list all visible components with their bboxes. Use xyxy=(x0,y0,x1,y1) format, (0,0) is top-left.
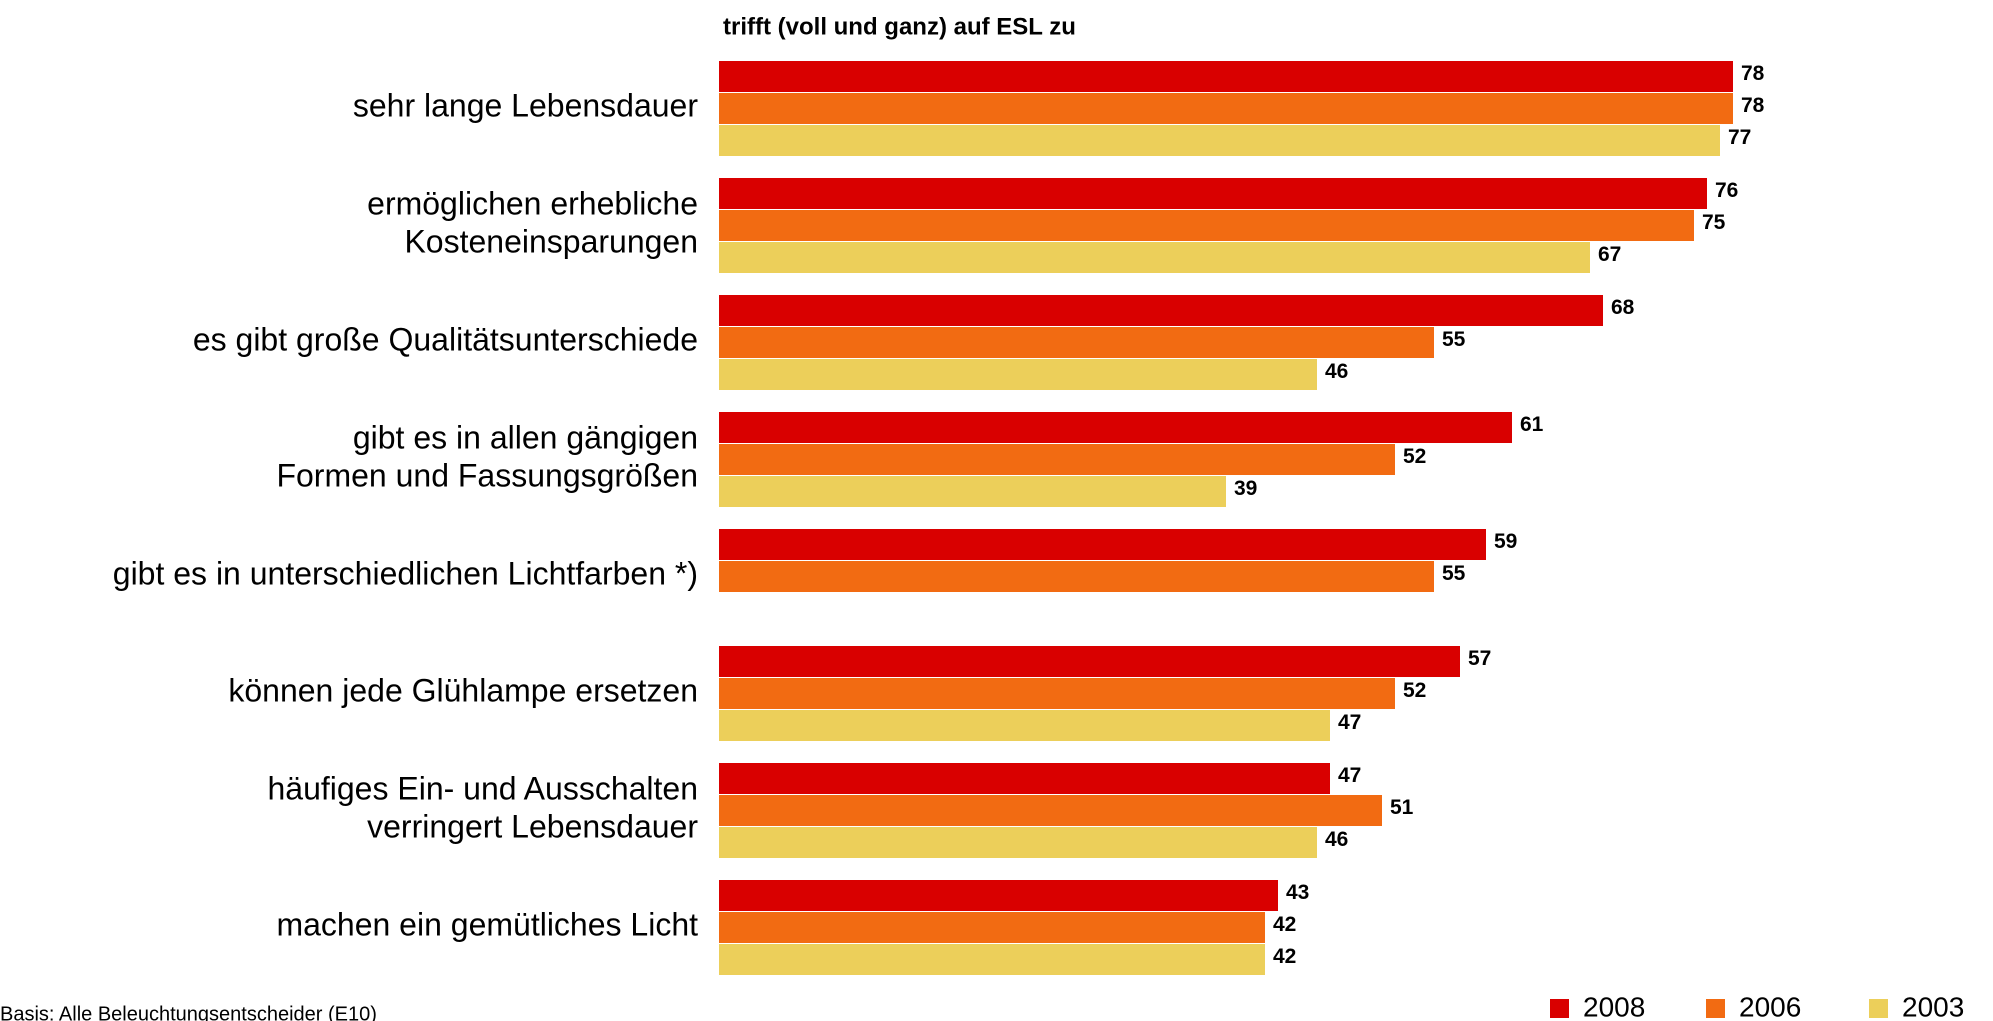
category-label: häufiges Ein- und Ausschalten verringert … xyxy=(267,771,698,845)
bar xyxy=(719,178,1707,209)
bar xyxy=(719,912,1265,943)
value-label: 77 xyxy=(1728,126,1751,149)
category-label: können jede Glühlampe ersetzen xyxy=(228,673,698,709)
value-label: 39 xyxy=(1234,477,1257,500)
value-label: 51 xyxy=(1390,796,1414,819)
bar xyxy=(719,327,1434,358)
value-label: 43 xyxy=(1286,881,1309,904)
value-label: 42 xyxy=(1273,945,1296,968)
category-label: gibt es in unterschiedlichen Lichtfarben… xyxy=(113,556,698,592)
bar xyxy=(719,295,1603,326)
value-label: 46 xyxy=(1325,360,1348,383)
bar xyxy=(719,61,1733,92)
category-label: ermöglichen erhebliche Kosteneinsparungen xyxy=(367,186,698,260)
legend-swatch xyxy=(1706,999,1725,1018)
note: Basis: Alle Beleuchtungsentscheider (E10… xyxy=(0,1003,377,1021)
value-label: 75 xyxy=(1702,211,1726,234)
bar xyxy=(719,476,1226,507)
bar xyxy=(719,125,1720,156)
legend-swatch xyxy=(1550,999,1569,1018)
value-label: 61 xyxy=(1520,413,1544,436)
category-label: machen ein gemütliches Licht xyxy=(276,907,698,943)
legend-label: 2006 xyxy=(1739,991,1801,1021)
value-label: 78 xyxy=(1741,94,1765,117)
value-label: 47 xyxy=(1338,711,1361,734)
value-label: 57 xyxy=(1468,647,1491,670)
value-label: 55 xyxy=(1442,562,1466,585)
value-label: 46 xyxy=(1325,828,1348,851)
category-label: sehr lange Lebensdauer xyxy=(353,88,699,124)
value-label: 76 xyxy=(1715,179,1738,202)
bar xyxy=(719,412,1512,443)
bar xyxy=(719,944,1265,975)
bar xyxy=(719,359,1317,390)
value-label: 52 xyxy=(1403,445,1426,468)
bar xyxy=(719,795,1382,826)
value-label: 42 xyxy=(1273,913,1296,936)
bar xyxy=(719,763,1330,794)
legend-swatch xyxy=(1869,999,1888,1018)
category-label: es gibt große Qualitätsunterschiede xyxy=(193,322,698,358)
bar xyxy=(719,561,1434,592)
bar xyxy=(719,444,1395,475)
bar xyxy=(719,210,1694,241)
bar xyxy=(719,678,1395,709)
bar xyxy=(719,827,1317,858)
legend-label: 2003 xyxy=(1902,991,1964,1021)
bar xyxy=(719,646,1460,677)
chart-title: trifft (voll und ganz) auf ESL zu xyxy=(723,13,1076,40)
bar xyxy=(719,880,1278,911)
value-label: 78 xyxy=(1741,62,1765,85)
bar xyxy=(719,242,1590,273)
bar xyxy=(719,93,1733,124)
value-label: 59 xyxy=(1494,530,1517,553)
bar xyxy=(719,529,1486,560)
legend-label: 2008 xyxy=(1583,991,1645,1021)
category-label: gibt es in allen gängigen Formen und Fass… xyxy=(276,420,698,494)
value-label: 55 xyxy=(1442,328,1466,351)
value-label: 68 xyxy=(1611,296,1635,319)
value-label: 47 xyxy=(1338,764,1361,787)
bar xyxy=(719,710,1330,741)
value-label: 67 xyxy=(1598,243,1621,266)
value-label: 52 xyxy=(1403,679,1426,702)
